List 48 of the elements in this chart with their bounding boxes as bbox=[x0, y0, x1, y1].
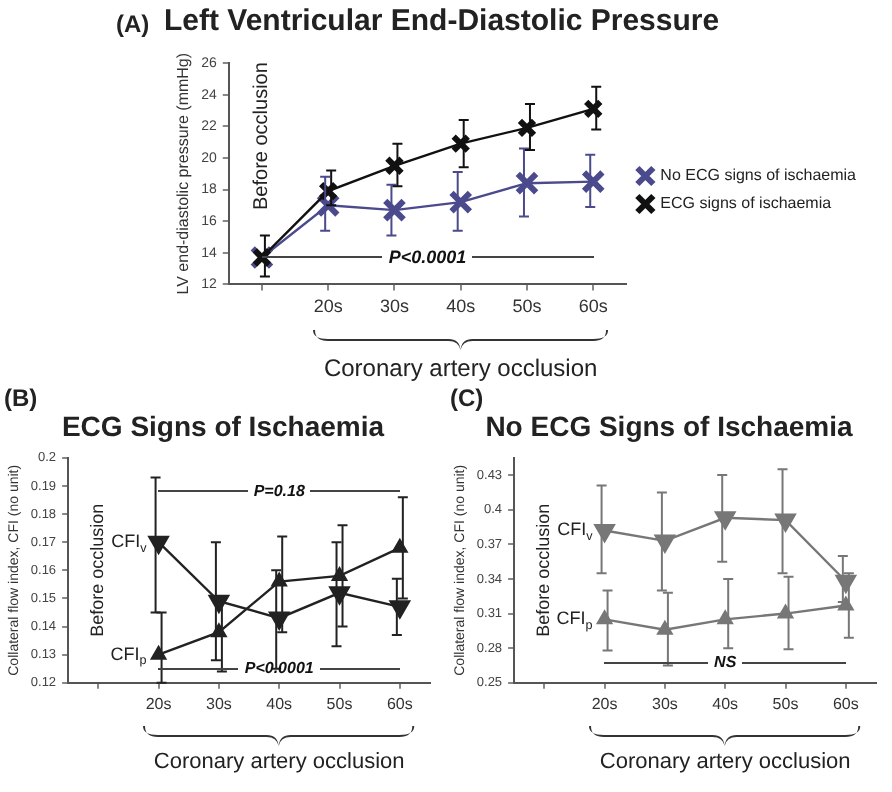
point bbox=[777, 604, 794, 619]
legend-label: No ECG signs of ischaemia bbox=[660, 166, 858, 185]
legend-label: ECG signs of ischaemia bbox=[660, 194, 833, 213]
x-tick-label: 20s bbox=[145, 694, 172, 713]
point bbox=[150, 645, 167, 660]
point bbox=[382, 197, 407, 223]
point bbox=[654, 534, 676, 553]
text: (A) bbox=[116, 10, 150, 38]
annotation: Before occlusion bbox=[251, 62, 274, 210]
annotation: P=0.18 bbox=[253, 481, 306, 500]
point bbox=[450, 133, 471, 154]
point bbox=[583, 98, 604, 119]
point bbox=[581, 169, 606, 194]
y-axis-title: LV end-diastolic pressure (mmHg) bbox=[174, 52, 193, 295]
x-tick-label: 50s bbox=[326, 694, 353, 713]
x-tick-label: 60s bbox=[578, 296, 609, 317]
x-tick-label: 30s bbox=[205, 694, 232, 713]
x-tick-label: 40s bbox=[266, 694, 293, 713]
x-axis-title: Coronary artery occlusion bbox=[151, 750, 407, 774]
x-axis-title: Coronary artery occlusion bbox=[597, 750, 853, 774]
x-tick-label: 40s bbox=[712, 694, 739, 713]
x-tick-label: 20s bbox=[313, 296, 344, 317]
text: (B) bbox=[4, 384, 38, 412]
point bbox=[714, 511, 736, 530]
point bbox=[516, 117, 538, 138]
x-tick-label: 60s bbox=[386, 694, 413, 713]
x-tick-label: 30s bbox=[651, 694, 678, 713]
point bbox=[514, 171, 540, 196]
x-tick-label: 30s bbox=[379, 296, 410, 317]
chart-title: ECG Signs of Ischaemia bbox=[59, 410, 387, 442]
annotation: Before occlusion bbox=[87, 503, 108, 637]
point bbox=[656, 620, 673, 635]
point bbox=[448, 189, 473, 215]
point bbox=[384, 155, 405, 176]
x-axis-title: Coronary artery occlusion bbox=[321, 354, 600, 382]
chart-title: No ECG Signs of Ischaemia bbox=[483, 410, 855, 442]
text: (C) bbox=[450, 384, 484, 412]
x-tick-label: 20s bbox=[591, 694, 618, 713]
annotation: Before occlusion bbox=[533, 503, 554, 637]
x-tick-label: 60s bbox=[832, 694, 859, 713]
x-tick-label: 40s bbox=[446, 296, 477, 317]
chart-title: Left Ventricular End-Diastolic Pressure bbox=[164, 4, 720, 38]
annotation: NS bbox=[714, 652, 738, 671]
point bbox=[389, 600, 411, 619]
annotation: P<0.0001 bbox=[244, 659, 315, 678]
x-tick-label: 50s bbox=[772, 694, 799, 713]
x-tick-label: 50s bbox=[512, 296, 543, 317]
annotation: P<0.0001 bbox=[388, 246, 467, 267]
